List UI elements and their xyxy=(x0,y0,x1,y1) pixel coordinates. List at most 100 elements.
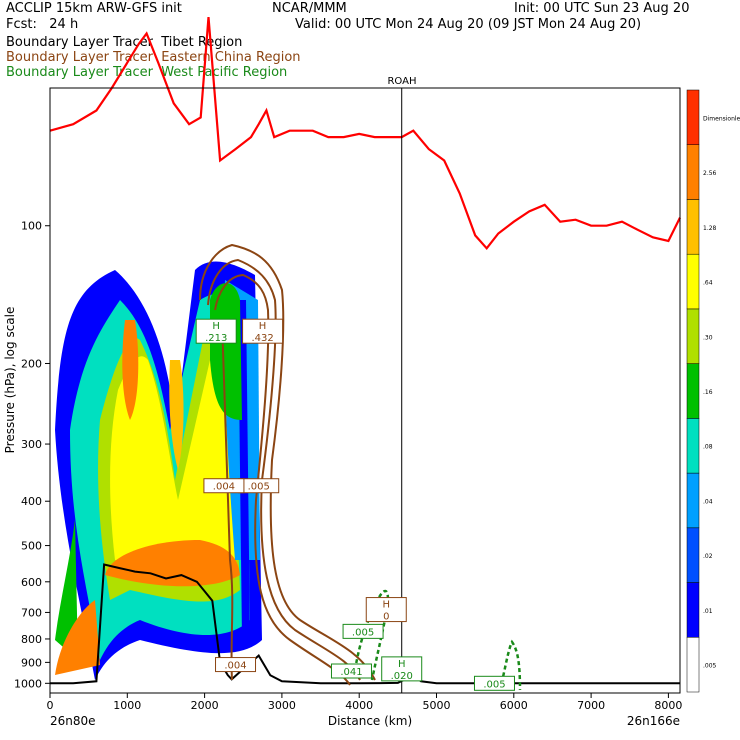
tracer-fill-region-2 xyxy=(55,520,78,660)
contour-label-h: H xyxy=(398,659,406,670)
center-label: NCAR/MMM xyxy=(272,1,347,16)
tracer-label-eastern-china: Boundary Layer Tracer Eastern China Regi… xyxy=(6,50,301,65)
tracer-fill-region-6 xyxy=(105,540,240,587)
contour-label-box xyxy=(365,597,407,623)
contour-label-value: .005 xyxy=(352,627,374,638)
colorbar-label-6: .30 xyxy=(703,334,713,341)
colorbar-segment-4 xyxy=(686,418,700,474)
x-tick-label: 1000 xyxy=(113,699,141,712)
colorbar-label-9: 2.56 xyxy=(703,170,717,177)
eastern-china-contour-1 xyxy=(207,258,361,681)
contour-label-value: .432 xyxy=(251,333,273,344)
colorbar-segment-8 xyxy=(686,199,700,255)
x-tick-label: 7000 xyxy=(577,699,605,712)
contour-label-6: .004 xyxy=(215,657,257,673)
contour-label-3: .004 xyxy=(203,478,245,494)
colorbar-segment-7 xyxy=(686,253,700,310)
y-tick-label: 800 xyxy=(21,633,42,646)
contour-label-7: .041 xyxy=(330,663,372,679)
x-tick-label: 6000 xyxy=(500,699,528,712)
contour-label-box xyxy=(473,675,515,691)
annotation-layer: H.213H.432.005.004H0.005.004.041H.020.00… xyxy=(195,318,515,691)
contour-label-9: .005 xyxy=(473,675,515,691)
tracer-fill-region-5 xyxy=(55,600,100,675)
tracer-fill-region-11 xyxy=(210,283,242,420)
contour-label-value: .041 xyxy=(340,667,362,678)
contour-label-2: .005 xyxy=(238,478,280,494)
colorbar-label-8: 1.28 xyxy=(703,225,717,232)
x-tick-label: 2000 xyxy=(191,699,219,712)
contour-label-value: 0 xyxy=(383,612,389,623)
forecast-hour: Fcst: 24 h xyxy=(6,17,79,32)
contour-label-box xyxy=(330,663,372,679)
y-tick-label: 1000 xyxy=(14,677,42,690)
tracer-fill-region-8 xyxy=(169,360,184,470)
tracer-fill-region-7 xyxy=(122,320,139,420)
colorbar-segment-3 xyxy=(686,472,700,529)
contour-label-5: .005 xyxy=(342,623,384,639)
contour-label-value: .004 xyxy=(224,661,246,672)
contour-label-value: .005 xyxy=(483,679,505,690)
contour-label-box xyxy=(195,318,237,344)
colorbar-label-7: .64 xyxy=(703,280,713,287)
contour-label-box xyxy=(215,657,257,673)
x-tick-label: 3000 xyxy=(268,699,296,712)
tracer-fill-region-4 xyxy=(110,356,235,567)
contour-label-box xyxy=(342,623,384,639)
right-endpoint-label: 26n166e xyxy=(627,714,680,728)
colorbar-segment-6 xyxy=(686,308,700,364)
eastern-china-contour-0 xyxy=(199,243,376,681)
contour-label-1: H.432 xyxy=(242,318,284,344)
colorbar-segment-2 xyxy=(686,527,700,583)
contour-label-h: H xyxy=(382,600,390,611)
colorbar-segment-10 xyxy=(686,89,700,145)
contour-label-h: H xyxy=(259,321,267,332)
colorbar-label-10: Dimensionless xyxy=(703,115,740,122)
contour-label-value: .005 xyxy=(248,482,270,493)
contour-label-box xyxy=(242,318,284,344)
y-axis-label: Pressure (hPa), log scale xyxy=(3,307,17,454)
x-tick-label: 4000 xyxy=(345,699,373,712)
contour-label-8: H.020 xyxy=(381,656,423,682)
model-title: ACCLIP 15km ARW-GFS init xyxy=(6,1,182,16)
colorbar-label-4: .08 xyxy=(703,444,713,451)
y-tick-label: 500 xyxy=(21,540,42,553)
left-endpoint-label: 26n80e xyxy=(50,714,96,728)
colorbar-label-3: .04 xyxy=(703,498,713,505)
tracer-label-west-pacific: Boundary Layer Tracer West Pacific Regio… xyxy=(6,65,288,80)
contour-label-value: .213 xyxy=(205,333,227,344)
contour-label-0: H.213 xyxy=(195,318,237,344)
colorbar: .005 .01 .02 .04 .08 .16 .30 .64 1.28 2.56 Dimensi… xyxy=(686,89,740,693)
colorbar-label-5: .16 xyxy=(703,389,713,396)
x-tick-label: 8000 xyxy=(654,699,682,712)
y-tick-label: 900 xyxy=(21,656,42,669)
x-tick-label: 5000 xyxy=(423,699,451,712)
colorbar-label-0: .005 xyxy=(703,663,717,670)
contour-label-4: H0 xyxy=(365,597,407,623)
contour-label-value: .004 xyxy=(213,482,235,493)
tropopause-line xyxy=(49,17,681,251)
y-tick-label: 200 xyxy=(21,357,42,370)
plot-frame xyxy=(49,87,681,694)
colorbar-segment-1 xyxy=(686,582,700,638)
colorbar-label-1: .01 xyxy=(703,608,713,615)
valid-time: Valid: 00 UTC Mon 24 Aug 20 (09 JST Mon … xyxy=(295,17,642,32)
x-tick-label: 0 xyxy=(47,699,54,712)
colorbar-segment-9 xyxy=(686,144,700,200)
eastern-china-contour-2 xyxy=(214,273,351,686)
west-pacific-contour-0 xyxy=(353,589,390,681)
axis-layer: 0 1000 2000 3000 4000 5000 6000 7000 80001002003… xyxy=(14,220,682,712)
tracer-fill-layer xyxy=(55,261,262,680)
y-tick-label: 600 xyxy=(21,576,42,589)
colorbar-segment-5 xyxy=(686,363,700,419)
x-axis-label: Distance (km) xyxy=(328,714,412,728)
y-tick-label: 100 xyxy=(21,220,42,233)
y-tick-label: 700 xyxy=(21,606,42,619)
contour-label-box xyxy=(381,656,423,682)
contour-label-h: H xyxy=(212,321,220,332)
y-tick-label: 300 xyxy=(21,438,42,451)
init-time: Init: 00 UTC Sun 23 Aug 20 xyxy=(514,1,690,16)
contour-label-box xyxy=(203,478,245,494)
colorbar-label-2: .02 xyxy=(703,553,713,560)
